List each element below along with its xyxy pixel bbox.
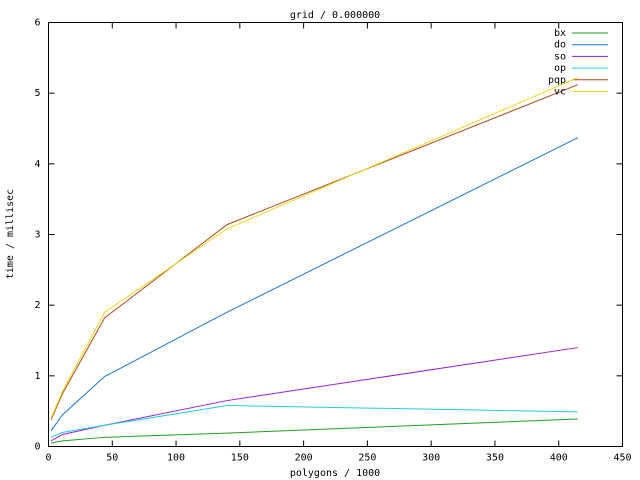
y-tick-label: 4 (34, 159, 40, 170)
x-tick-label: 200 (295, 453, 313, 464)
x-tick-label: 450 (613, 453, 631, 464)
legend-label: so (554, 51, 566, 62)
series-line (50, 77, 579, 419)
series-line (50, 418, 578, 444)
x-axis-label: polygons / 1000 (290, 468, 380, 479)
x-tick-label: 250 (358, 453, 376, 464)
chart-title: grid / 0.000000 (290, 10, 380, 21)
y-tick-label: 5 (34, 88, 40, 99)
x-tick-label: 100 (167, 453, 185, 464)
legend-label: do (554, 40, 566, 51)
x-tick-label: 50 (106, 453, 118, 464)
x-tick-label: 350 (486, 453, 504, 464)
x-tick-label: 150 (231, 453, 249, 464)
series-line (50, 84, 579, 420)
series-line (50, 347, 578, 442)
legend-label: bx (554, 28, 566, 39)
legend-label: op (554, 63, 566, 74)
series-line (50, 137, 579, 432)
x-tick-label: 400 (550, 453, 568, 464)
y-tick-label: 3 (34, 230, 40, 241)
y-tick-label: 0 (34, 442, 40, 453)
legend-label: pqp (548, 75, 566, 86)
y-tick-label: 1 (34, 371, 40, 382)
y-axis-label: time / millisec (5, 189, 16, 279)
legend-label: vc (554, 87, 566, 98)
plot-border (48, 22, 623, 447)
y-tick-label: 6 (34, 18, 40, 29)
y-tick-label: 2 (34, 300, 40, 311)
x-tick-label: 300 (422, 453, 440, 464)
x-tick-label: 0 (45, 453, 51, 464)
series-line (50, 405, 578, 438)
